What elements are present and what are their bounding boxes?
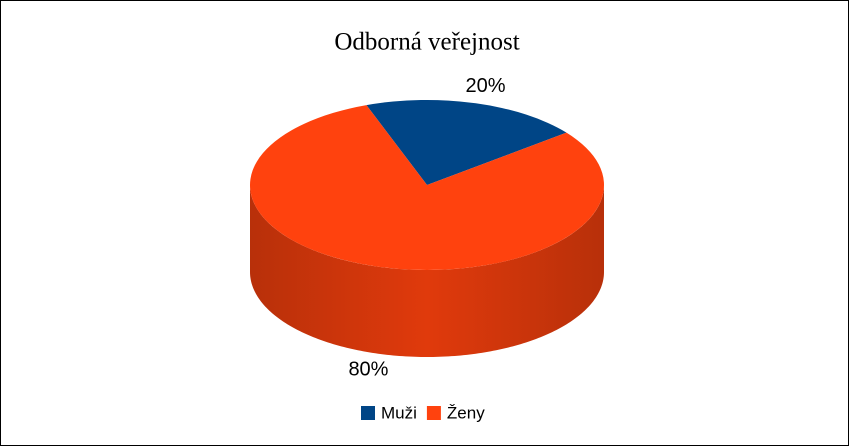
legend-label: Muži (381, 403, 417, 422)
data-label: 80% (348, 358, 388, 380)
pie-slice (366, 100, 567, 185)
legend-label: Ženy (447, 403, 485, 422)
legend-swatch (361, 406, 375, 420)
pie-slice (250, 105, 604, 270)
pie-side (250, 185, 604, 357)
legend-swatch (426, 406, 441, 420)
chart-title: Odborná veřejnost (334, 29, 519, 56)
data-label: 20% (466, 75, 506, 97)
